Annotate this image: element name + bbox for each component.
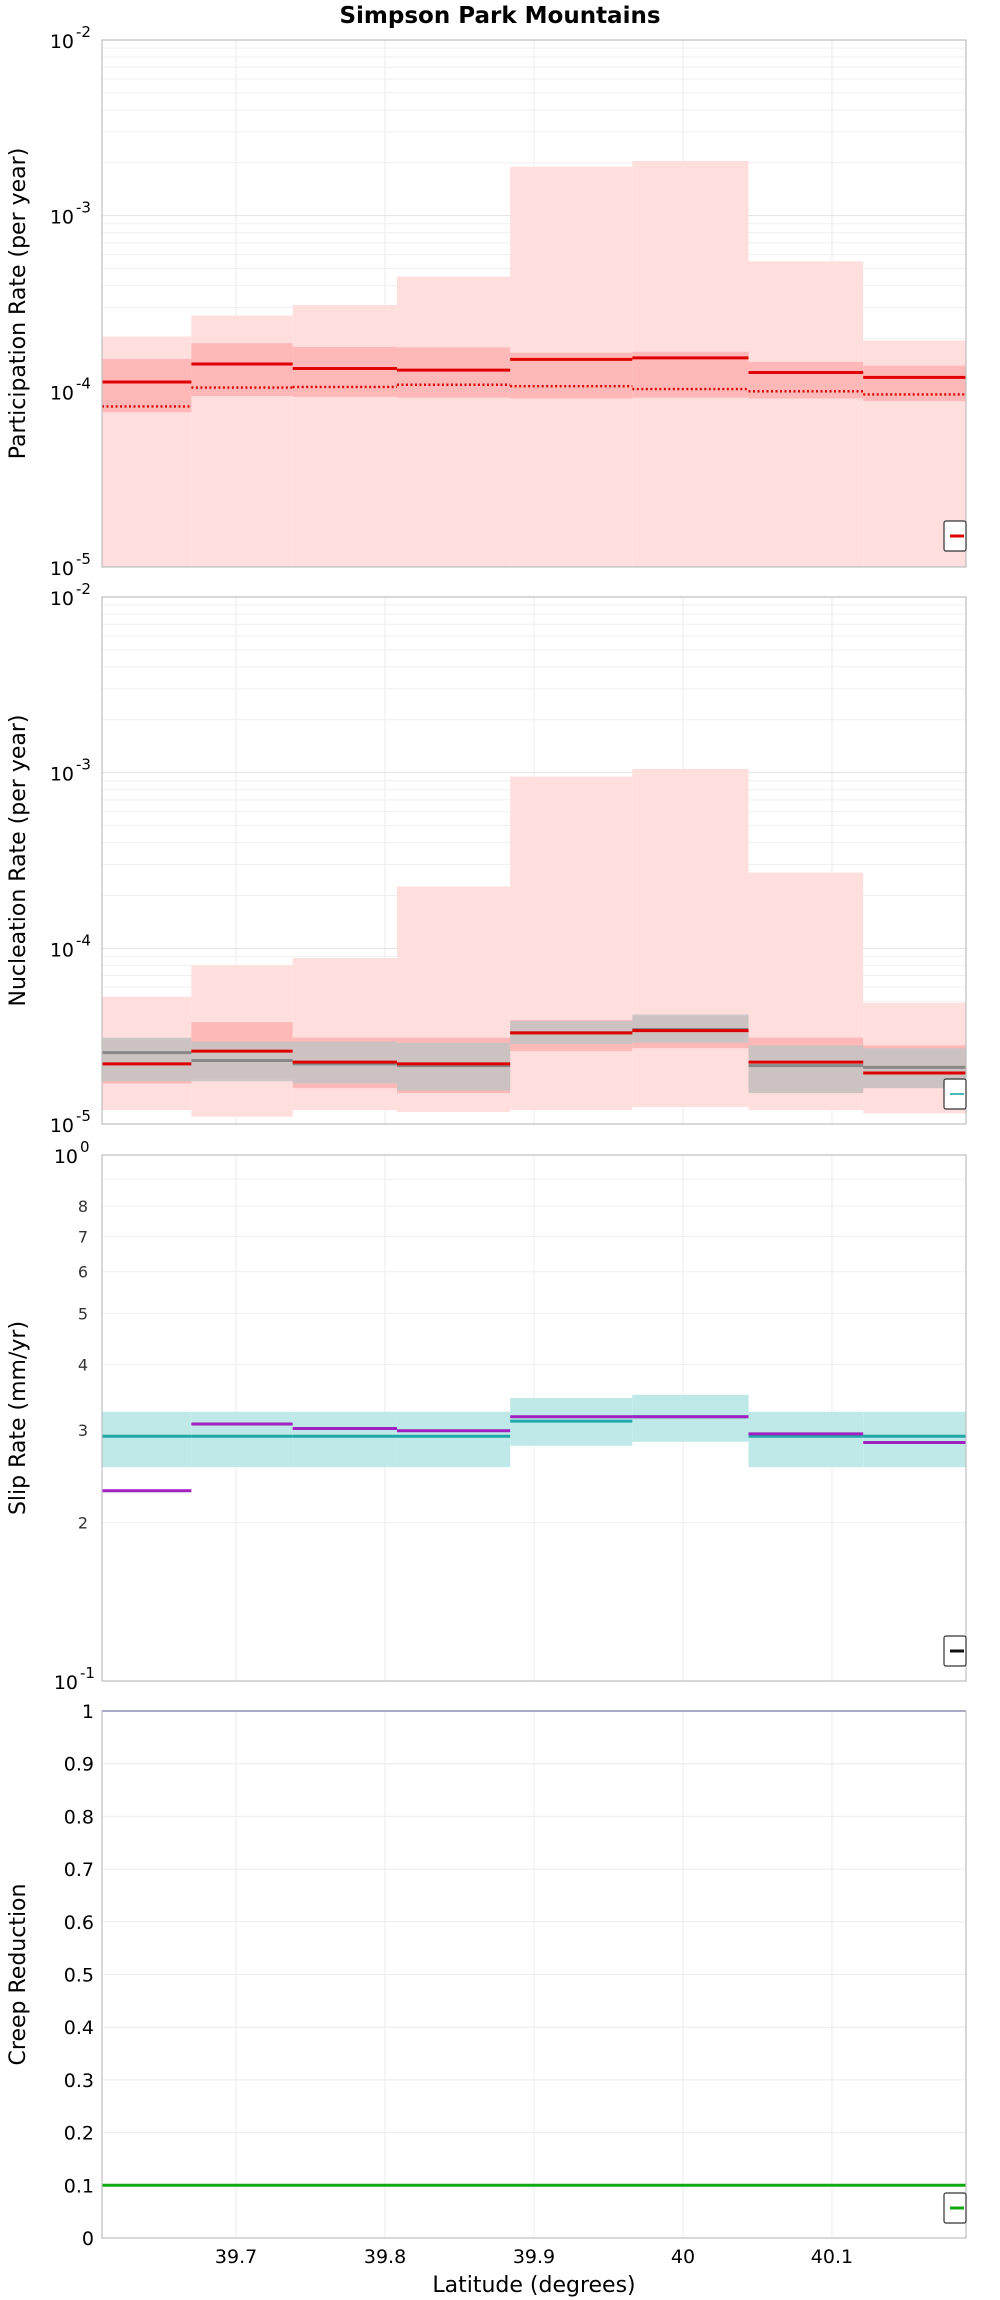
band-bar: [102, 1037, 192, 1082]
x-axis-label: Latitude (degrees): [432, 2273, 635, 2298]
y-tick-exponent: 0: [80, 1138, 90, 1156]
band-bar: [191, 1411, 293, 1468]
band-bar: [748, 1045, 864, 1094]
y-tick-exponent: -5: [76, 550, 91, 568]
y-tick-label: 10: [50, 558, 74, 580]
band-bar: [863, 1411, 966, 1468]
legend: [943, 1635, 967, 1667]
band-bar: [748, 261, 864, 567]
band-bar: [632, 768, 749, 1107]
y-tick-exponent: -2: [76, 23, 91, 41]
y-tick-label: 0.2: [64, 2123, 94, 2145]
legend: [943, 2192, 967, 2224]
y-tick-label: 0.3: [64, 2070, 94, 2092]
band-bar: [102, 358, 192, 413]
y-tick-label: 0.7: [64, 1859, 94, 1881]
y-tick-exponent: -3: [76, 199, 91, 217]
x-tick-label: 39.9: [513, 2246, 555, 2268]
y-tick-label: 10: [54, 1672, 78, 1694]
band-bar: [863, 365, 966, 402]
y-tick-label: 10: [50, 1115, 74, 1137]
band-bar: [748, 1411, 864, 1468]
y-tick-exponent: -4: [76, 931, 91, 949]
y-axis-label: Slip Rate (mm/yr): [6, 1321, 31, 1515]
y-tick-label: 0.9: [64, 1754, 94, 1776]
y-tick-exponent: -3: [76, 756, 91, 774]
y-minor-tick-label: 8: [78, 1197, 88, 1216]
y-tick-label: 10: [50, 207, 74, 229]
y-tick-label: 10: [50, 31, 74, 53]
band-bar: [396, 276, 511, 567]
plot-frame: [101, 596, 967, 1125]
y-tick-label: 10: [54, 1146, 78, 1168]
y-tick-exponent: -1: [80, 1664, 95, 1682]
y-minor-tick-label: 3: [78, 1421, 88, 1440]
y-tick-exponent: -4: [76, 374, 91, 392]
y-tick-label: 1: [82, 1701, 94, 1723]
band-bar: [292, 346, 397, 397]
y-tick-label: 10: [50, 382, 74, 404]
y-tick-label: 0.6: [64, 1912, 94, 1934]
y-tick-label: 10: [50, 588, 74, 610]
y-tick-label: 0.4: [64, 2017, 94, 2039]
band-bar: [102, 1411, 192, 1468]
y-tick-label: 0: [82, 2228, 94, 2250]
y-tick-label: 10: [50, 764, 74, 786]
plot-frame: [101, 39, 967, 568]
legend: [943, 1078, 967, 1110]
band-bar: [510, 776, 633, 1111]
y-axis-label: Nucleation Rate (per year): [6, 715, 31, 1007]
band-bar: [396, 1411, 511, 1468]
y-tick-label: 0.8: [64, 1806, 94, 1828]
y-minor-tick-label: 5: [78, 1304, 88, 1323]
plot-frame: [101, 1710, 967, 2239]
panel-creep: 0 0.1 0.2 0.3 0.4 0.5 0.6 0.7 0.8 0.9 1 Creep Reduc…: [6, 1701, 967, 2298]
x-tick-label: 39.7: [215, 2246, 257, 2268]
y-tick-label: 0.1: [64, 2175, 94, 2197]
y-minor-tick-label: 7: [78, 1227, 88, 1246]
x-tick-label: 39.8: [364, 2246, 406, 2268]
y-axis-label: Participation Rate (per year): [6, 148, 31, 460]
chart-title: Simpson Park Mountains: [339, 3, 660, 29]
band-bar: [396, 347, 511, 398]
x-tick-label: 40.1: [811, 2246, 853, 2268]
y-tick-label: 10: [50, 939, 74, 961]
y-axis-label: Creep Reduction: [6, 1884, 31, 2066]
y-tick-exponent: -5: [76, 1107, 91, 1125]
band-bar: [292, 305, 397, 567]
y-tick-exponent: -2: [76, 580, 91, 598]
plot-frame: [101, 1154, 967, 1682]
y-minor-tick-label: 6: [78, 1263, 88, 1282]
y-minor-tick-label: 2: [78, 1514, 88, 1533]
legend: [943, 520, 967, 552]
x-tick-label: 40: [671, 2246, 695, 2268]
y-tick-label: 0.5: [64, 1965, 94, 1987]
band-bar: [292, 1411, 397, 1468]
band-bar: [748, 361, 864, 399]
band-bar: [632, 1394, 749, 1442]
y-minor-tick-label: 4: [78, 1355, 88, 1374]
